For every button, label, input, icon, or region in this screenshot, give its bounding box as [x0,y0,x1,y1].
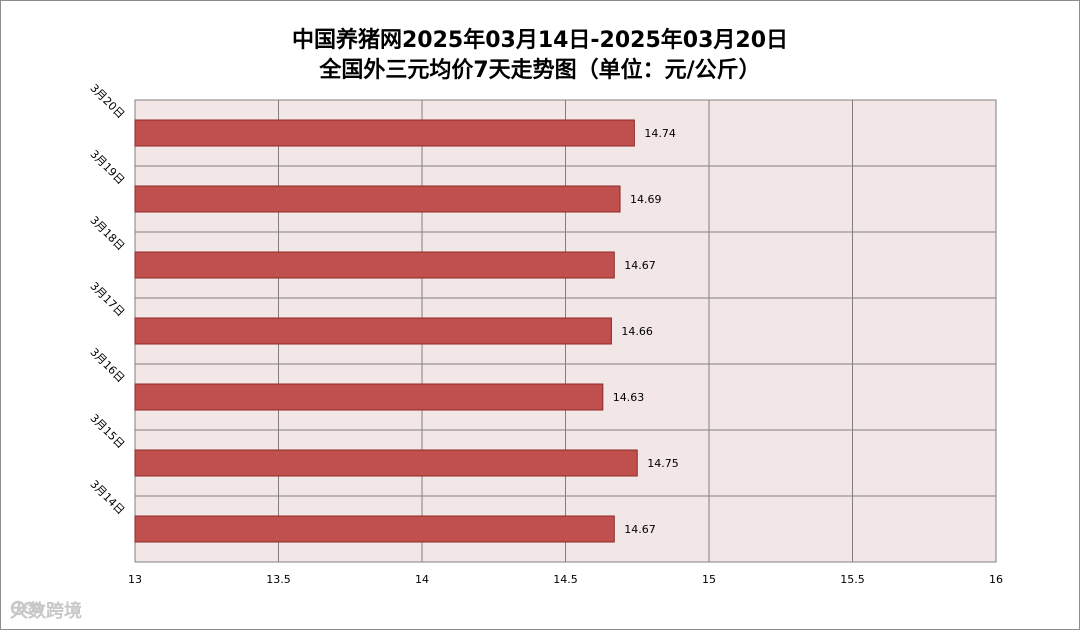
x-tick-label: 14 [415,573,429,586]
data-label: 14.66 [621,325,653,338]
data-label: 14.69 [630,193,662,206]
chart-title-line2: 全国外三元均价7天走势图（单位：元/公斤） [319,58,761,83]
x-tick-label: 13.5 [266,573,291,586]
y-category-label: 3月18日 [87,214,127,254]
chart-title-line1: 中国养猪网2025年03月14日-2025年03月20日 [291,28,789,53]
y-category-label: 3月17日 [87,280,127,320]
x-tick-label: 16 [989,573,1003,586]
data-label: 14.75 [647,457,679,470]
bar [134,185,621,213]
x-tick-label: 14.5 [553,573,578,586]
data-label: 14.63 [613,391,645,404]
logo-icon [10,600,44,616]
watermark-text: 大数跨境 [10,601,82,622]
bar [134,119,635,147]
y-category-label: 3月14日 [87,478,127,518]
y-category-label: 3月19日 [87,148,127,188]
bar [134,515,615,543]
x-tick-label: 15.5 [840,573,865,586]
data-label: 14.67 [624,523,656,536]
y-category-label: 3月16日 [87,346,127,386]
bar [134,449,638,477]
bar [134,383,604,411]
x-tick-label: 13 [128,573,142,586]
y-category-label: 3月20日 [87,82,127,122]
bar [134,317,612,345]
x-tick-label: 15 [702,573,716,586]
bar [134,251,615,279]
data-label: 14.67 [624,259,656,272]
y-category-label: 3月15日 [87,412,127,452]
data-label: 14.74 [644,127,676,140]
watermark: 大数跨境 [10,597,82,623]
